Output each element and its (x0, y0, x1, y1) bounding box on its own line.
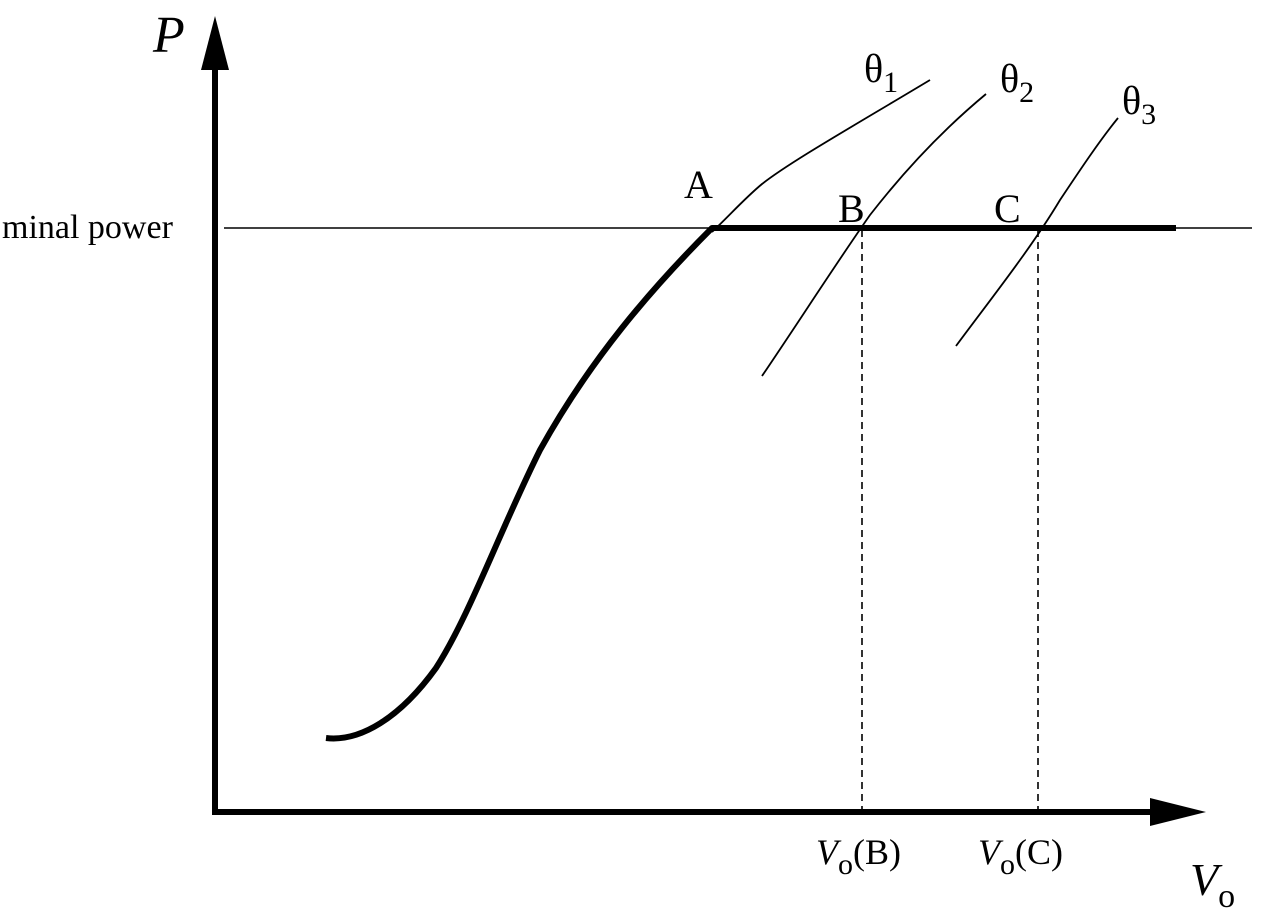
nominal-power-label: minal power (2, 209, 174, 246)
point-c-label: C (994, 186, 1021, 231)
theta2-curve (761, 93, 987, 377)
theta1-curve (711, 79, 931, 233)
theta3-curve (955, 117, 1119, 347)
y-axis-arrow (201, 16, 229, 70)
x-tick-vo-c: Vo(C) (978, 832, 1063, 881)
theta2-label: θ2 (1000, 56, 1034, 109)
theta1-label: θ1 (864, 46, 898, 99)
power-curve (325, 225, 1176, 742)
x-axis-label: Vo (1190, 854, 1235, 915)
x-axis-arrow (1150, 798, 1206, 826)
point-a-label: A (684, 162, 713, 207)
point-b-label: B (838, 186, 865, 231)
theta3-label: θ3 (1122, 78, 1156, 131)
x-tick-vo-b: Vo(B) (816, 832, 901, 881)
y-axis-label: P (152, 7, 185, 64)
